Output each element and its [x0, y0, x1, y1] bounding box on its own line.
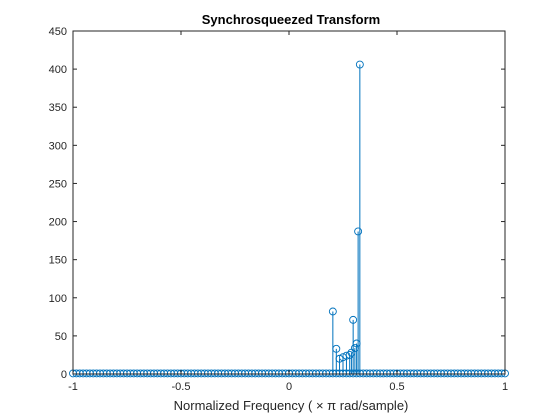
stem-marker: [332, 344, 341, 353]
y-tick-label: 50: [55, 331, 67, 343]
y-tick-label: 200: [49, 217, 67, 229]
stem-marker: [328, 307, 337, 316]
y-tick-label: 100: [49, 293, 67, 305]
x-tick-label: -0.5: [172, 381, 191, 393]
y-tick-label: 450: [49, 26, 67, 38]
y-tick-label: 0: [61, 369, 67, 381]
y-tick-label: 300: [49, 140, 67, 152]
chart-title: Synchrosqueezed Transform: [202, 12, 380, 27]
x-tick-label: 0.5: [389, 381, 404, 393]
stem-marker: [355, 60, 364, 69]
x-axis-label: Normalized Frequency ( × π rad/sample): [174, 398, 409, 413]
x-tick-label: -1: [68, 381, 78, 393]
stem-marker: [349, 315, 358, 324]
stem-marker: [354, 227, 363, 236]
y-tick-label: 150: [49, 255, 67, 267]
x-tick-label: 0: [286, 381, 292, 393]
y-tick-label: 350: [49, 102, 67, 114]
y-tick-label: 250: [49, 178, 67, 190]
axis-ticks: -1 -0.5 0 0.5 1 0 50 100 150 200 250 300 350 400 450: [49, 26, 508, 393]
x-tick-label: 1: [502, 381, 508, 393]
y-tick-label: 400: [49, 64, 67, 76]
